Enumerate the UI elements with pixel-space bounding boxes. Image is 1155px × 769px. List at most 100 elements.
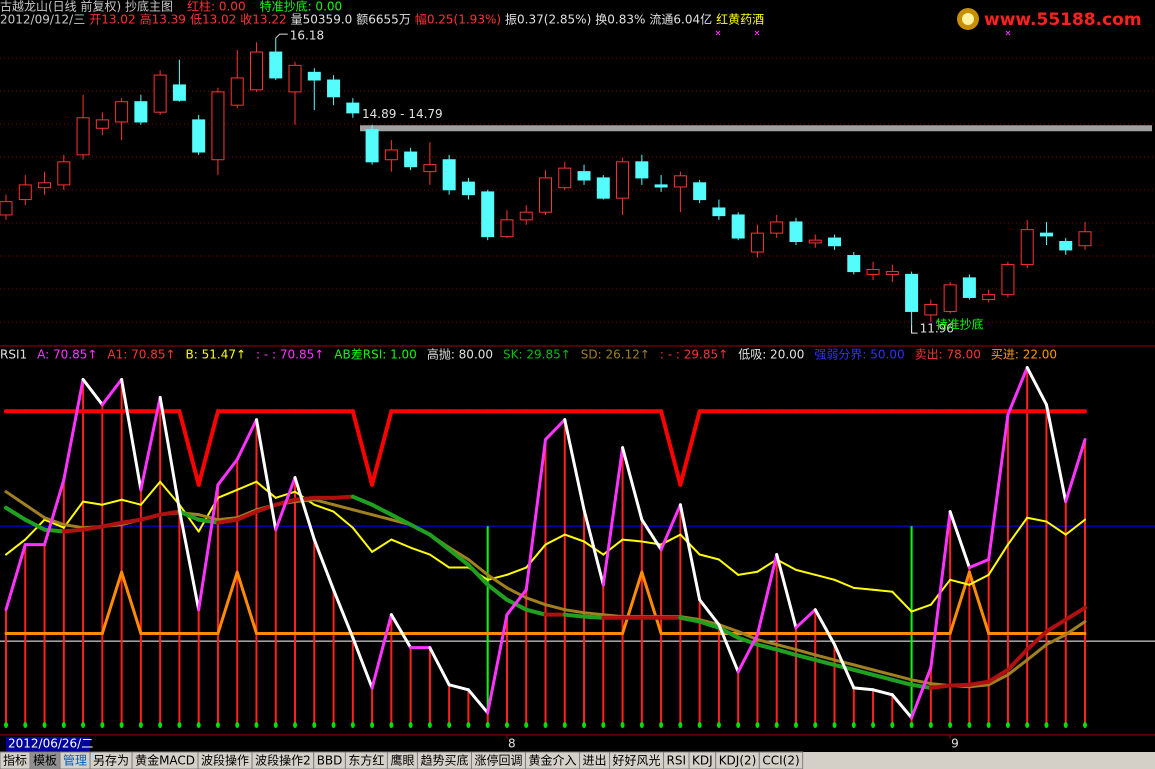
tab-label[interactable]: 另存为 xyxy=(93,754,129,768)
header-text: A: 70.85↑ xyxy=(37,348,97,362)
tab-label[interactable]: KDJ xyxy=(692,754,713,768)
tab[interactable]: 东方红 xyxy=(344,751,388,769)
tab-label[interactable]: 好好风光 xyxy=(613,754,661,768)
tab-label[interactable]: 黄金介入 xyxy=(528,753,576,768)
a-line xyxy=(659,503,682,552)
header-text: : - : 70.85↑ xyxy=(256,348,324,362)
sk-line xyxy=(1005,647,1030,672)
tab[interactable]: KDJ(2) xyxy=(715,751,760,769)
bar-dot xyxy=(582,722,587,728)
tab-label[interactable]: 鹰眼 xyxy=(390,753,414,768)
b-line xyxy=(139,480,162,506)
sd-line xyxy=(833,658,856,667)
sk-line xyxy=(408,522,432,537)
b-line xyxy=(910,603,932,613)
b-line xyxy=(409,546,431,556)
bar-dot xyxy=(215,722,220,728)
tab[interactable]: CCI(2) xyxy=(758,751,804,769)
a-line xyxy=(967,558,991,570)
sk-line xyxy=(928,683,953,690)
sk-line xyxy=(158,509,182,517)
sk-line xyxy=(370,502,394,517)
bar-dot xyxy=(562,722,567,728)
tab[interactable]: RSI xyxy=(663,751,690,769)
sd-line xyxy=(813,653,837,662)
tab[interactable]: 指标 xyxy=(0,751,31,769)
a-line xyxy=(775,553,798,630)
b-line xyxy=(5,538,27,556)
a-line xyxy=(948,510,971,570)
a-line xyxy=(1006,366,1029,417)
top-line xyxy=(350,409,375,487)
bar-dot xyxy=(755,722,760,728)
tab[interactable]: 波段操作 xyxy=(197,751,253,769)
b-line xyxy=(62,500,85,529)
tab-label[interactable]: CCI(2) xyxy=(762,754,799,768)
sk-line xyxy=(119,517,143,525)
sd-line xyxy=(1006,658,1029,677)
a-line xyxy=(43,478,66,547)
header-text: 换0.83% xyxy=(595,13,645,27)
bar-dot xyxy=(100,722,105,728)
a-line xyxy=(794,608,817,630)
tab-label[interactable]: 波段操作2 xyxy=(255,753,311,768)
candle-body xyxy=(57,161,71,186)
tab[interactable]: 涨停回调 xyxy=(470,751,526,769)
tab-label[interactable]: BBD xyxy=(317,754,343,768)
tab-label[interactable]: 涨停回调 xyxy=(474,753,522,768)
tab-label[interactable]: 东方红 xyxy=(348,753,384,768)
tab[interactable]: 好好风光 xyxy=(609,751,665,769)
sk-line xyxy=(293,495,317,502)
tab[interactable]: BBD xyxy=(313,751,346,769)
b-line xyxy=(216,488,239,499)
bar-dot xyxy=(196,722,201,728)
a-line xyxy=(910,666,933,720)
a-line xyxy=(235,418,258,462)
tab-label[interactable]: 进出 xyxy=(583,754,607,768)
bar-dot xyxy=(81,722,86,728)
tab[interactable]: 波段操作2 xyxy=(251,751,315,769)
tab[interactable]: 黄金MACD xyxy=(131,751,199,769)
b-line xyxy=(949,578,971,586)
tab[interactable]: 趋势买底 xyxy=(416,751,472,769)
tab-label[interactable]: 指标 xyxy=(3,753,27,768)
header-text: SD: 26.12↑ xyxy=(581,348,650,362)
tab[interactable]: KDJ xyxy=(688,751,717,769)
sd-line xyxy=(351,508,374,517)
tab-label[interactable]: 趋势买底 xyxy=(420,753,468,768)
top-line xyxy=(678,409,702,487)
header-text: A1: 70.85↑ xyxy=(107,348,175,362)
a-line xyxy=(755,553,779,637)
candle-body xyxy=(885,271,899,275)
tab[interactable]: 进出 xyxy=(579,751,611,769)
a-line xyxy=(1044,403,1068,504)
sk-line xyxy=(986,667,1010,684)
tab[interactable]: 另存为 xyxy=(89,751,133,769)
top-line xyxy=(370,409,394,487)
bar-dot xyxy=(504,722,509,728)
tab-label[interactable]: 波段操作 xyxy=(201,753,249,768)
a-line xyxy=(987,413,1010,562)
sd-line xyxy=(755,638,779,647)
tab[interactable]: 鹰眼 xyxy=(386,751,418,769)
tab[interactable]: 管理 xyxy=(59,751,91,769)
header-text: RSI1 xyxy=(0,348,27,362)
bar-dot xyxy=(890,722,895,728)
b-line xyxy=(428,553,451,569)
bar-dot xyxy=(697,722,702,728)
sd-line xyxy=(987,673,1010,687)
tab[interactable]: 模板 xyxy=(29,751,61,769)
bar-dot xyxy=(254,722,259,728)
candle-body xyxy=(365,129,379,163)
bar-dot xyxy=(158,722,163,728)
tab-label[interactable]: 模板 xyxy=(33,754,57,768)
tab-label[interactable]: 黄金MACD xyxy=(135,753,195,768)
tab-label[interactable]: KDJ(2) xyxy=(719,754,757,768)
logo-icon-core xyxy=(962,13,974,25)
tab-label[interactable]: 管理 xyxy=(63,753,87,768)
b-line xyxy=(872,588,894,593)
header-text: : - : 29.85↑ xyxy=(660,348,728,362)
tab-label[interactable]: RSI xyxy=(667,754,687,768)
tab[interactable]: 黄金介入 xyxy=(524,751,580,769)
a-line xyxy=(852,686,875,692)
